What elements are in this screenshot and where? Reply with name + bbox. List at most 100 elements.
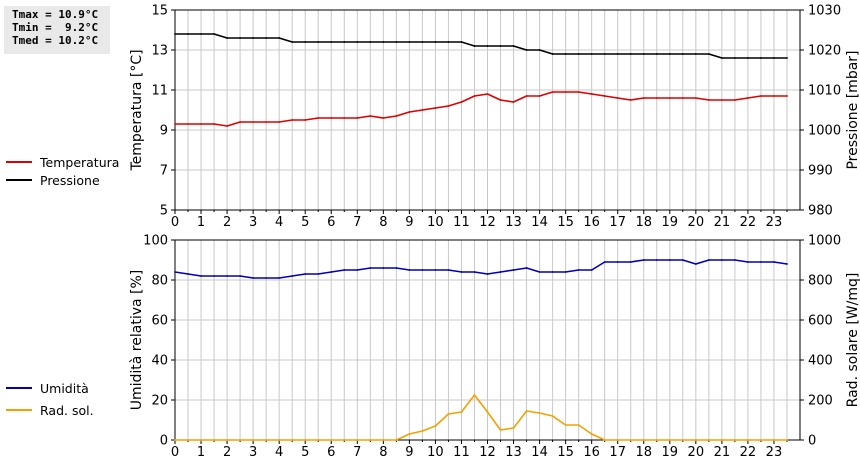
stat-tmed: Tmed = 10.2°C: [12, 34, 99, 47]
data-point-umidita: [760, 261, 762, 263]
legend-item-rad-sol: Rad. sol.: [6, 401, 94, 419]
data-point-rad-sol: [304, 439, 307, 441]
data-point-pressione: [642, 53, 645, 55]
data-point-pressione: [525, 49, 528, 51]
data-point-rad-sol: [408, 433, 411, 435]
x-tick-label: 18: [635, 445, 652, 460]
data-point-umidita: [694, 263, 697, 265]
data-point-pressione: [395, 41, 398, 43]
data-point-umidita: [447, 269, 450, 271]
data-point-umidita: [317, 273, 320, 275]
x-tick-label: 22: [740, 445, 757, 460]
data-point-rad-sol: [708, 439, 710, 441]
data-point-rad-sol: [278, 439, 281, 441]
x-tick-label: 19: [662, 215, 679, 230]
x-tick-label: 17: [609, 445, 626, 460]
x-tick-label: 16: [583, 445, 600, 460]
y-left-tick-label: 100: [143, 234, 168, 249]
data-point-umidita: [773, 261, 775, 263]
data-point-temperatura: [512, 101, 515, 103]
stat-tmin: Tmin = 9.2°C: [12, 21, 99, 34]
data-point-pressione: [590, 53, 593, 55]
x-tick-label: 15: [557, 215, 574, 230]
y-left-tick-label: 80: [151, 274, 168, 289]
x-tick-label: 11: [453, 445, 470, 460]
legend-item-temperatura: Temperatura: [6, 153, 119, 171]
legend-item-umidita: Umidità: [6, 379, 89, 397]
x-tick-label: 17: [609, 215, 626, 230]
data-point-rad-sol: [369, 439, 372, 441]
data-point-temperatura: [382, 117, 385, 119]
data-point-umidita: [499, 271, 502, 273]
data-point-pressione: [694, 53, 697, 55]
data-point-temperatura: [213, 123, 216, 125]
data-point-umidita: [174, 271, 176, 273]
x-tick-label: 1: [197, 215, 205, 230]
data-point-umidita: [330, 271, 333, 273]
data-point-umidita: [252, 277, 255, 279]
data-point-rad-sol: [681, 439, 684, 441]
y-right-tick-label: 800: [808, 274, 833, 289]
x-tick-label: 23: [766, 215, 783, 230]
data-point-rad-sol: [538, 412, 541, 414]
y-left-tick-label: 13: [151, 44, 168, 59]
data-point-temperatura: [681, 97, 684, 99]
x-tick-label: 8: [379, 445, 387, 460]
data-point-pressione: [681, 53, 684, 55]
legend-label-pressione: Pressione: [40, 172, 100, 188]
data-point-temperatura: [304, 119, 307, 121]
y-left-axis-title: Umidità relativa [%]: [129, 270, 145, 411]
x-tick-label: 6: [327, 215, 335, 230]
y-right-tick-label: 1010: [808, 84, 841, 99]
x-tick-label: 10: [427, 445, 444, 460]
data-point-umidita: [421, 269, 424, 271]
x-tick-label: 3: [249, 445, 257, 460]
data-point-pressione: [538, 49, 541, 51]
data-point-temperatura: [278, 121, 281, 123]
data-point-temperatura: [538, 95, 541, 97]
series-line-rad-sol: [175, 394, 787, 441]
x-tick-label: 0: [171, 215, 179, 230]
data-point-rad-sol: [200, 439, 202, 441]
data-point-umidita: [369, 267, 372, 269]
data-point-temperatura: [734, 99, 736, 101]
data-point-temperatura: [291, 119, 294, 121]
data-point-umidita: [343, 269, 346, 271]
data-point-pressione: [239, 37, 242, 39]
y-left-tick-label: 20: [151, 394, 168, 409]
data-point-pressione: [786, 57, 788, 59]
data-point-pressione: [330, 41, 333, 43]
y-right-tick-label: 1000: [808, 124, 841, 139]
data-point-umidita: [603, 261, 606, 263]
data-point-rad-sol: [551, 415, 554, 417]
data-point-pressione: [655, 53, 658, 55]
legend-label-rad-sol: Rad. sol.: [40, 402, 94, 418]
data-point-umidita: [239, 275, 242, 277]
data-point-temperatura: [551, 91, 554, 93]
data-point-pressione: [434, 41, 437, 43]
series-line-umidita: [174, 259, 788, 279]
x-tick-label: 4: [275, 215, 283, 230]
x-tick-label: 6: [327, 445, 335, 460]
data-point-umidita: [473, 271, 476, 273]
y-right-tick-label: 0: [808, 434, 816, 449]
data-point-umidita: [395, 267, 398, 269]
data-point-umidita: [577, 269, 580, 271]
data-point-temperatura: [590, 93, 593, 95]
data-point-temperatura: [187, 123, 189, 125]
data-point-pressione: [226, 37, 229, 39]
data-point-pressione: [265, 37, 267, 39]
data-point-temperatura: [356, 117, 359, 119]
data-point-pressione: [382, 41, 385, 43]
data-point-rad-sol: [629, 439, 632, 441]
legend-item-pressione: Pressione: [6, 171, 100, 189]
data-point-temperatura: [747, 97, 749, 99]
data-point-umidita: [786, 263, 788, 265]
chart-panel-1: 0 1 2 3 4 5 6 7 8 9 10 11 12 13 14 15 16 17 18 19 20 21 22 2357…: [129, 4, 860, 231]
x-tick-label: 16: [583, 215, 600, 230]
data-point-temperatura: [369, 115, 372, 117]
x-tick-label: 3: [249, 215, 257, 230]
data-point-rad-sol: [226, 439, 229, 441]
y-left-tick-label: 9: [160, 124, 168, 139]
